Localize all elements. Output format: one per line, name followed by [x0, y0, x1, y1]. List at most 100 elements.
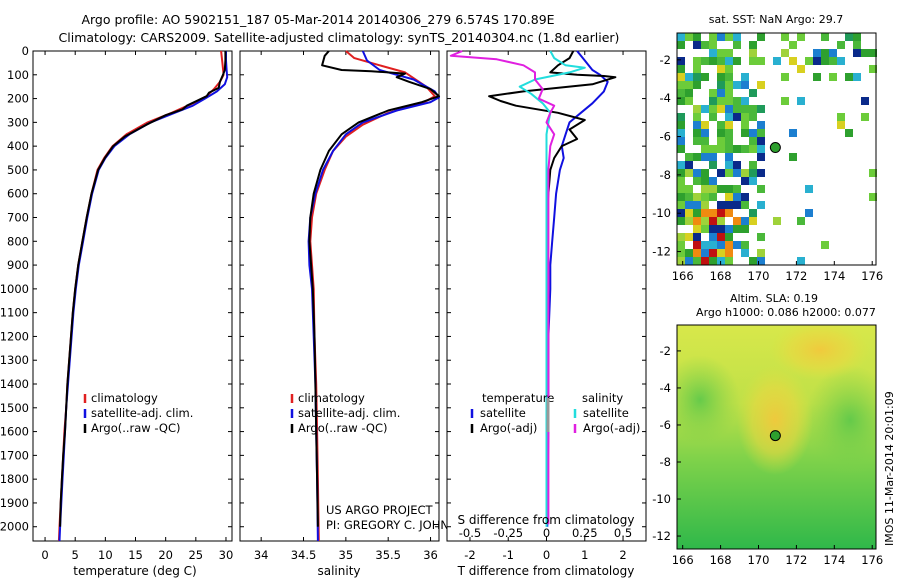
sst-pixel: [677, 81, 685, 89]
s-diff-tick-label: -0.5: [459, 526, 481, 540]
sst-pixel: [805, 185, 813, 193]
sst-pixel: [757, 153, 765, 161]
sst-pixel: [677, 177, 685, 185]
depth-tick-label: 600: [7, 187, 29, 201]
sst-pixel: [757, 185, 765, 193]
sst-pixel: [869, 49, 877, 57]
lat-tick-label: -6: [660, 130, 671, 144]
sst-pixel: [749, 217, 757, 225]
x-tick-label: -1: [502, 548, 513, 562]
sst-pixel: [869, 65, 877, 73]
t-difference-axis-ticks: -2 -1 0 1 2: [464, 51, 627, 562]
sst-pixel: [725, 33, 733, 41]
sst-pixel: [685, 161, 693, 169]
lon-tick-label: 166: [672, 553, 694, 567]
sst-pixel: [749, 169, 757, 177]
sst-pixel: [677, 33, 685, 41]
sst-pixel: [709, 177, 717, 185]
sst-pixel: [741, 129, 749, 137]
temperature-panel: 0100200300400500600700800900100011001200…: [0, 44, 233, 578]
lon-tick-label: 176: [861, 553, 883, 567]
imos-timestamp: IMOS 11-Mar-2014 20:01:09: [883, 391, 896, 546]
sst-pixel: [701, 105, 709, 113]
lon-tick-label: 176: [861, 269, 883, 283]
sst-pixel: [741, 241, 749, 249]
x-tick-label: 0: [41, 548, 48, 562]
sla-argo-location-marker: [769, 430, 781, 442]
sst-pixel: [749, 257, 757, 265]
sst-pixel: [709, 249, 717, 257]
sst-pixel: [677, 193, 685, 201]
sst-pixel: [677, 137, 685, 145]
sst-pixel: [757, 129, 765, 137]
sst-pixel: [701, 257, 709, 265]
sst-pixel: [709, 113, 717, 121]
depth-tick-label: 800: [7, 234, 29, 248]
sst-pixel: [725, 241, 733, 249]
s-difference-axis-label: S difference from climatology: [458, 513, 635, 527]
sst-pixel: [677, 233, 685, 241]
sst-pixel: [709, 89, 717, 97]
sla-map-axis-ticks: 166 168 170 172 174 176 -2 -4 -6 -8 -10 -12: [652, 344, 883, 567]
sst-pixel: [781, 49, 789, 57]
x-tick-label: 34: [254, 548, 269, 562]
sst-pixel: [733, 201, 741, 209]
sst-pixel: [757, 57, 765, 65]
sst-pixel: [717, 73, 725, 81]
sst-pixel: [717, 121, 725, 129]
sla-warm-north: [770, 325, 870, 380]
s-difference-axis-ticks: -0.5 -0.25 0 0.25 0.5: [459, 526, 632, 540]
sst-pixel: [693, 217, 701, 225]
x-tick-label: 36: [423, 548, 438, 562]
sst-pixel: [805, 209, 813, 217]
sst-pixel: [781, 33, 789, 41]
sst-pixel: [725, 137, 733, 145]
sst-pixel: [725, 121, 733, 129]
sst-pixel: [709, 97, 717, 105]
sst-pixel: [733, 161, 741, 169]
sst-pixel: [725, 73, 733, 81]
legend-label: Argo(..raw -QC): [91, 421, 181, 435]
sst-pixel: [693, 193, 701, 201]
sst-pixel: [693, 57, 701, 65]
depth-tick-label: 1300: [0, 353, 29, 367]
sst-pixel: [845, 33, 853, 41]
sla-green-patch-west: [677, 355, 740, 445]
x-tick-label: 10: [98, 548, 113, 562]
lat-tick-label: -2: [660, 53, 671, 67]
sst-pixel: [757, 33, 765, 41]
sst-pixel: [741, 193, 749, 201]
sst-pixel: [725, 225, 733, 233]
sst-pixel: [693, 153, 701, 161]
sst-pixel: [773, 217, 781, 225]
x-tick-label: 15: [128, 548, 143, 562]
sst-pixel: [677, 57, 685, 65]
sst-pixel: [749, 57, 757, 65]
depth-tick-label: 1700: [0, 448, 29, 462]
sst-pixel: [685, 209, 693, 217]
sst-pixel: [749, 41, 757, 49]
sst-pixel: [677, 65, 685, 73]
sst-pixel: [701, 241, 709, 249]
sst-pixel: [725, 257, 733, 265]
sst-pixel: [741, 225, 749, 233]
series-line-argo-raw-qc-: [59, 51, 227, 527]
sst-pixel: [741, 97, 749, 105]
lon-tick-label: 174: [823, 269, 845, 283]
sst-pixel: [701, 225, 709, 233]
depth-tick-label: 1200: [0, 329, 29, 343]
temperature-series: [33, 50, 232, 542]
sla-warm-anomaly: [737, 365, 813, 475]
s-diff-tick-label: -0.25: [493, 526, 523, 540]
lon-tick-label: 166: [672, 269, 694, 283]
sst-pixel: [709, 105, 717, 113]
sst-pixel: [677, 249, 685, 257]
sst-pixel: [725, 249, 733, 257]
lon-tick-label: 170: [748, 269, 770, 283]
legend-group-title: salinity: [582, 391, 623, 405]
sst-pixel: [733, 241, 741, 249]
depth-tick-label: 300: [7, 115, 29, 129]
sst-pixel: [693, 233, 701, 241]
sla-map-panel: Altim. SLA: 0.19 Argo h1000: 0.086 h2000…: [652, 292, 883, 567]
sst-pixel: [861, 113, 869, 121]
